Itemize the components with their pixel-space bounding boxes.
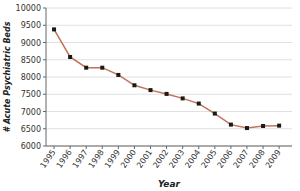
x-axis-label: Year [158,179,181,189]
x-tick-label: 1997 [71,148,90,170]
y-tick-label: 7000 [21,108,41,117]
y-tick-label: 8000 [21,73,41,82]
grid-line [46,146,292,147]
marker [84,66,88,70]
x-tick-label: 1999 [103,148,122,170]
marker [229,123,233,127]
marker [149,88,153,92]
marker [116,73,120,77]
y-tick-label: 6000 [21,142,41,151]
plot-data [52,27,281,130]
grid-line [46,42,292,43]
grid-line [46,25,292,26]
x-tick-label: 2007 [232,148,251,170]
y-tick-label: 6500 [21,125,41,134]
line [54,29,279,128]
x-tick-label: 2000 [119,148,138,170]
y-tick-label: 9000 [21,39,41,48]
x-tick-label: 2006 [215,148,234,170]
x-tick-label: 2003 [167,148,186,170]
x-tick-label: 1996 [55,148,74,170]
x-tick-label: 2008 [248,148,267,170]
x-axis-line [46,146,292,147]
grid-line [46,8,292,9]
y-tick-label: 8500 [21,56,41,65]
x-tick-label: 1998 [87,148,106,170]
y-axis-label: # Acute Psychiatric Beds [3,21,12,132]
marker [197,102,201,106]
grid-line [46,59,292,60]
marker [261,124,265,128]
y-tick-label: 7500 [21,90,41,99]
x-tick-label: 2002 [151,148,170,170]
x-tick-label: 2001 [135,148,154,170]
x-tick-label: 2005 [199,148,218,170]
marker [132,83,136,87]
x-tick-label: 1995 [39,148,58,170]
marker [213,112,217,116]
marker [277,124,281,128]
grid-line [46,77,292,78]
marker [68,55,72,59]
marker [181,96,185,100]
marker [165,92,169,96]
marker [52,27,56,31]
chart-container: 6000 6500 7000 7500 8000 8500 9000 9500 10000 199… [0,0,300,191]
marker [100,66,104,70]
y-tick-label: 10000 [16,4,41,13]
x-tick-label: 2004 [183,148,202,170]
x-tick-label: 2009 [264,148,283,170]
grid-line [46,111,292,112]
axes: 6000 6500 7000 7500 8000 8500 9000 9500 10000 199… [16,4,292,170]
grid-line [46,128,292,129]
y-tick-label: 9500 [21,21,41,30]
marker [245,126,249,130]
chart: 6000 6500 7000 7500 8000 8500 9000 9500 10000 199… [0,0,300,191]
y-axis-line [46,8,47,146]
